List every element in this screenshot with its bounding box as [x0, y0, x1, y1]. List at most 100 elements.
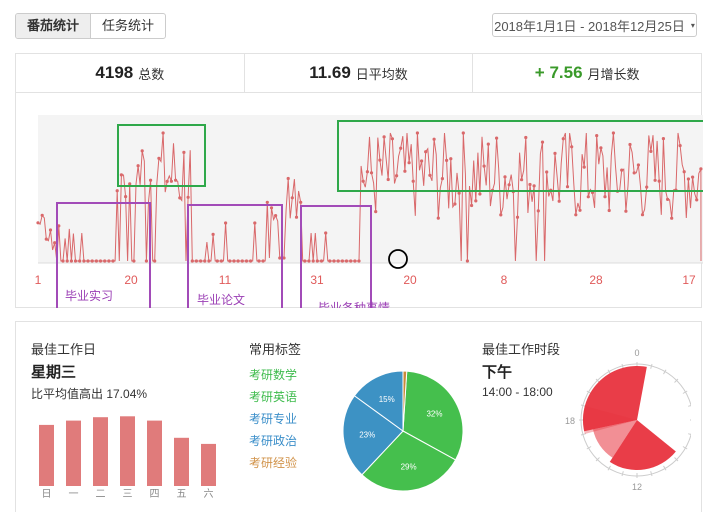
daily-point [557, 199, 561, 203]
daily-point [582, 165, 586, 169]
daily-point [645, 185, 649, 189]
weekday-bar [120, 416, 135, 486]
daily-point [553, 151, 557, 155]
daily-point [48, 228, 53, 232]
daily-point [340, 259, 344, 263]
daily-point [269, 206, 274, 210]
clock-tick [650, 363, 653, 369]
daily-point [440, 177, 444, 181]
x-tick-label: 31 [310, 273, 324, 287]
daily-point [132, 259, 136, 263]
clock-tick [663, 465, 667, 471]
date-range-picker[interactable]: 2018年1月1日 - 2018年12月25日 ▾ [492, 13, 697, 37]
daily-point [103, 259, 107, 263]
daily-point [94, 259, 98, 263]
stat-monthly-growth-value: + 7.56 [534, 63, 583, 82]
daily-point [632, 171, 636, 175]
daily-point [315, 259, 319, 263]
time-wedge [582, 365, 647, 432]
daily-point [36, 221, 40, 225]
tab-task-stats[interactable]: 任务统计 [102, 18, 155, 33]
weekday-bar [39, 424, 54, 486]
daily-point [244, 259, 249, 263]
best-time-period: 下午 [482, 364, 513, 381]
daily-point [203, 259, 207, 263]
best-day-value: 星期三 [31, 364, 77, 381]
pie-slice [402, 370, 464, 461]
daily-point [545, 170, 549, 174]
daily-point [274, 214, 278, 218]
tag-item[interactable]: 考研经验 [249, 456, 298, 470]
daily-point [161, 131, 165, 135]
daily-point [395, 174, 399, 178]
tag-item[interactable]: 考研数学 [249, 368, 298, 382]
daily-point [390, 137, 394, 141]
daily-point [44, 237, 48, 241]
clock-tick [674, 378, 679, 383]
tab-pomodoro-stats[interactable]: 番茄统计 [16, 14, 92, 38]
annotation-box [300, 205, 372, 308]
daily-point [411, 179, 415, 183]
weekday-label: 二 [96, 489, 106, 500]
daily-point [620, 168, 624, 172]
tag-item[interactable]: 考研英语 [249, 390, 298, 404]
daily-point [574, 213, 578, 217]
daily-point [536, 209, 540, 213]
daily-point [328, 259, 332, 263]
daily-point [628, 142, 632, 147]
tag-item[interactable]: 考研专业 [249, 412, 298, 426]
daily-point [570, 145, 574, 149]
daily-point [82, 259, 86, 263]
daily-point [603, 195, 607, 199]
daily-point [294, 215, 299, 219]
clock-tick [586, 446, 592, 450]
date-range-label: 2018年1月1日 - 2018年12月25日 [494, 18, 685, 34]
pie-slice-label: 23% [359, 430, 375, 439]
best-time-title: 最佳工作时段 [482, 342, 561, 357]
stat-daily-average: 11.69 日平均数 [245, 54, 474, 92]
daily-point [640, 213, 645, 217]
daily-point [357, 259, 361, 263]
daily-point [124, 195, 128, 199]
daily-point [578, 208, 582, 212]
daily-point [445, 158, 449, 162]
annotation-label: 毕业各种事情 [318, 300, 390, 308]
time-wedge [582, 406, 637, 434]
daily-point [319, 259, 324, 263]
daily-point [40, 213, 44, 217]
x-tick-label: 20 [403, 273, 417, 287]
daily-point [436, 216, 440, 220]
daily-point [157, 156, 161, 160]
daily-point [174, 178, 178, 182]
daily-point [369, 171, 374, 175]
daily-point [215, 259, 219, 263]
daily-point [486, 142, 490, 146]
daily-point [465, 259, 469, 263]
clock-tick [682, 446, 688, 450]
daily-point [140, 149, 144, 153]
x-tick-label: 28 [589, 273, 603, 287]
daily-point [449, 157, 453, 161]
daily-pomodoro-chart: 1 20 11 31 20 8 28 17 毕业实习 毕业论文 毕业各种事情 [15, 93, 703, 308]
tags-title: 常用标签 [249, 342, 302, 357]
daily-point [399, 146, 403, 150]
daily-point [111, 259, 115, 263]
daily-point [182, 150, 186, 154]
daily-point [507, 183, 511, 187]
daily-point [219, 259, 223, 263]
daily-point [461, 131, 465, 135]
daily-point [253, 221, 257, 225]
pie-slice [402, 370, 408, 432]
weekday-bar-chart: 日一二三四五六 [39, 416, 216, 500]
view-tabs: 番茄统计 任务统计 [15, 13, 167, 39]
daily-point [470, 203, 474, 208]
daily-point [653, 178, 657, 182]
time-wedge [609, 420, 676, 470]
daily-point [149, 178, 153, 182]
tag-item[interactable]: 考研政治 [249, 434, 298, 448]
daily-point [190, 259, 194, 263]
clock-hour-label: 0 [634, 348, 639, 358]
daily-point [649, 149, 653, 153]
best-time-clock-chart: 061218 [565, 348, 691, 492]
